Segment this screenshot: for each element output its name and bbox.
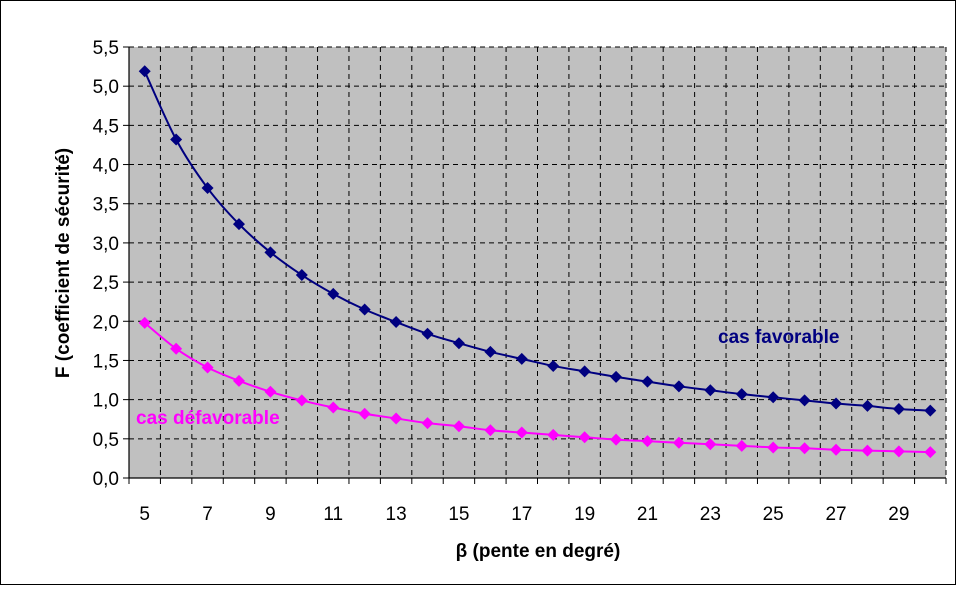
y-axis-title: F (coefficient de sécurité) — [53, 148, 74, 378]
data-point-0 — [484, 345, 497, 358]
data-point-1 — [892, 445, 905, 458]
y-tick-label: 0,0 — [93, 469, 119, 490]
data-point-1 — [704, 438, 717, 451]
data-point-1 — [264, 385, 277, 398]
y-tick-label: 5,0 — [93, 77, 119, 98]
data-point-1 — [390, 412, 403, 425]
data-point-1 — [924, 446, 937, 459]
data-point-1 — [515, 426, 528, 439]
x-tick-label: 17 — [511, 504, 532, 525]
data-point-0 — [170, 133, 183, 146]
data-point-0 — [892, 403, 905, 416]
data-point-0 — [327, 287, 340, 300]
data-point-0 — [295, 269, 308, 282]
data-point-0 — [421, 327, 434, 340]
y-tick-label: 5,5 — [93, 38, 119, 59]
data-point-0 — [578, 365, 591, 378]
data-point-1 — [767, 441, 780, 454]
y-tick-label: 4,0 — [93, 156, 119, 177]
x-tick-label: 29 — [888, 504, 909, 525]
data-point-1 — [170, 342, 183, 355]
data-point-0 — [767, 391, 780, 404]
data-point-1 — [735, 439, 748, 452]
data-point-0 — [358, 303, 371, 316]
series-label-favorable: cas favorable — [718, 327, 839, 348]
data-point-0 — [232, 218, 245, 231]
data-point-1 — [861, 444, 874, 457]
x-tick-label: 13 — [386, 504, 407, 525]
data-point-1 — [232, 374, 245, 387]
data-point-1 — [327, 401, 340, 414]
y-tick-label: 0,5 — [93, 430, 119, 451]
data-point-0 — [201, 182, 214, 195]
y-tick-label: 1,0 — [93, 391, 119, 412]
data-point-1 — [547, 428, 560, 441]
data-point-1 — [452, 420, 465, 433]
y-tick-label: 4,5 — [93, 116, 119, 137]
data-point-0 — [138, 65, 151, 78]
data-point-1 — [421, 417, 434, 430]
data-point-0 — [861, 399, 874, 412]
data-point-1 — [641, 435, 654, 448]
data-point-0 — [735, 388, 748, 401]
data-point-1 — [830, 443, 843, 456]
x-axis-title: β (pente en degré) — [456, 541, 621, 562]
data-point-1 — [201, 361, 214, 374]
data-point-0 — [798, 394, 811, 407]
data-point-1 — [578, 431, 591, 444]
data-point-0 — [390, 316, 403, 329]
data-point-0 — [641, 375, 654, 388]
data-point-1 — [358, 407, 371, 420]
x-tick-label: 15 — [448, 504, 469, 525]
data-point-1 — [295, 394, 308, 407]
x-tick-label: 11 — [323, 504, 343, 525]
x-tick-label: 5 — [139, 504, 150, 525]
data-point-0 — [547, 359, 560, 372]
data-point-1 — [484, 424, 497, 437]
data-point-0 — [672, 380, 685, 393]
x-tick-label: 23 — [700, 504, 721, 525]
data-point-0 — [610, 370, 623, 383]
data-point-1 — [138, 316, 151, 329]
x-tick-label: 7 — [202, 504, 213, 525]
plot-area — [129, 47, 946, 478]
y-tick-label: 2,0 — [93, 312, 119, 333]
y-tick-label: 2,5 — [93, 273, 119, 294]
data-point-1 — [672, 436, 685, 449]
data-point-0 — [830, 397, 843, 410]
data-point-1 — [610, 433, 623, 446]
y-tick-label: 1,5 — [93, 351, 119, 372]
data-point-1 — [798, 442, 811, 455]
x-tick-label: 27 — [825, 504, 846, 525]
y-tick-label: 3,5 — [93, 195, 119, 216]
data-point-0 — [452, 337, 465, 350]
data-point-0 — [264, 246, 277, 259]
x-tick-label: 21 — [637, 504, 658, 525]
data-point-0 — [924, 404, 937, 417]
series-label-defavorable: cas défavorable — [136, 408, 280, 429]
data-point-0 — [704, 384, 717, 397]
x-tick-label: 19 — [574, 504, 595, 525]
x-tick-label: 9 — [265, 504, 276, 525]
data-point-0 — [515, 352, 528, 365]
y-tick-label: 3,0 — [93, 234, 119, 255]
x-tick-label: 25 — [763, 504, 784, 525]
